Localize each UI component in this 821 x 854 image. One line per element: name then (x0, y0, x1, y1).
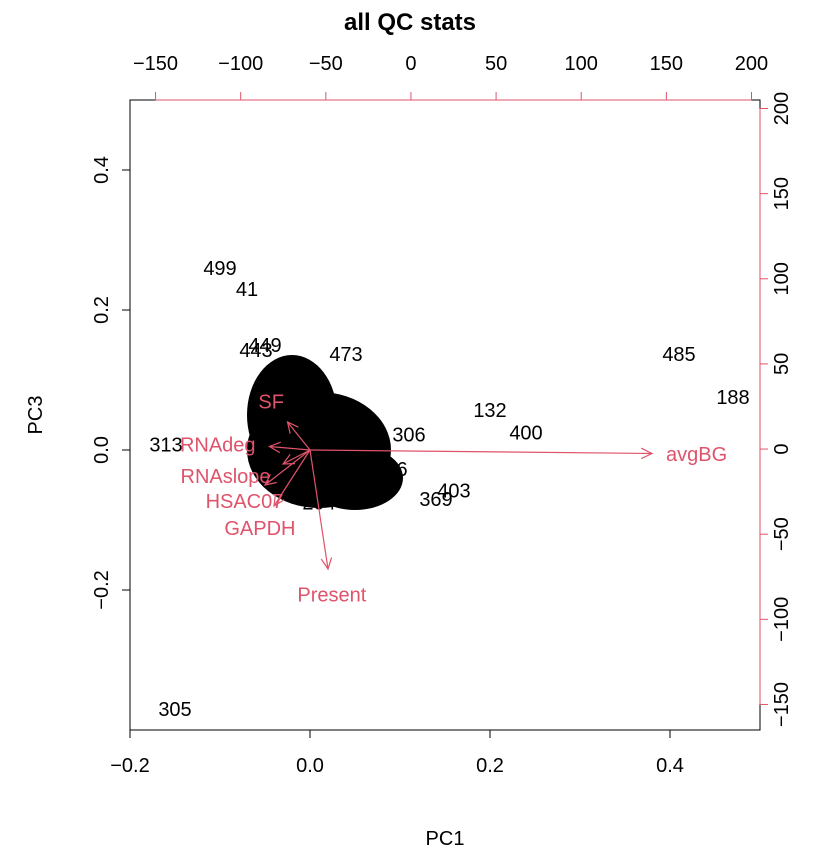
x-axis-top: −150 −100 −50 0 50 100 150 200 (133, 53, 768, 101)
variable-arrow (282, 449, 311, 465)
dense-cloud-upper (247, 355, 337, 475)
secondary-x-tick-label: 50 (485, 53, 507, 75)
y-axis-title: PC3 (25, 396, 47, 435)
observation-label: 369 (419, 489, 452, 511)
dense-cloud-lower (307, 446, 403, 510)
secondary-y-tick-label: 0 (771, 443, 793, 454)
variable-label: HSAC07 (206, 491, 284, 513)
chart-title: all QC stats (344, 9, 476, 36)
secondary-x-tick-label: 200 (735, 53, 768, 75)
secondary-y-tick-label: −100 (771, 597, 793, 642)
observation-label: 246 (374, 459, 407, 481)
observation-label: 204 (302, 493, 335, 515)
observation-label: 449 (248, 335, 281, 357)
y-tick-label: 0.4 (91, 156, 113, 184)
variable-arrowhead (281, 454, 296, 465)
secondary-x-tick-label: 100 (565, 53, 598, 75)
secondary-x-tick-label: −100 (218, 53, 263, 75)
observation-label: 306 (392, 425, 425, 447)
secondary-x-tick-label: 0 (405, 53, 416, 75)
variable-arrow (264, 449, 311, 486)
y-axis-right: −150 −100 −50 0 50 100 150 200 (759, 92, 793, 727)
observation-label: 188 (716, 387, 749, 409)
x-tick-label: −0.2 (110, 755, 149, 777)
observation-label: 305 (158, 699, 191, 721)
secondary-y-tick-label: −150 (771, 682, 793, 727)
variable-label: RNAslope (181, 466, 271, 488)
secondary-x-tick-label: −150 (133, 53, 178, 75)
observation-label: 400 (509, 423, 542, 445)
observation-label: 499 (203, 258, 236, 280)
variable-arrow (269, 445, 311, 451)
observation-label: 473 (329, 344, 362, 366)
secondary-x-tick-label: −50 (309, 53, 343, 75)
variable-arrow (309, 449, 329, 570)
secondary-y-tick-label: 50 (771, 353, 793, 375)
x-tick-label: 0.0 (296, 755, 324, 777)
variable-label: SF (258, 392, 284, 414)
x-tick-label: 0.2 (476, 755, 504, 777)
variable-label: GAPDH (224, 518, 295, 540)
secondary-y-tick-label: 150 (771, 177, 793, 210)
variable-label: avgBG (666, 444, 727, 466)
variable-arrow (309, 449, 653, 455)
secondary-y-tick-label: 100 (771, 262, 793, 295)
variable-arrowhead (263, 473, 277, 486)
observation-label: 41 (236, 279, 258, 301)
variable-arrow (273, 449, 311, 507)
variable-arrows: avgBG Present GAPDH HSAC07 SF RNAslope RNAdeg (180, 392, 727, 607)
x-axis-bottom: −0.2 0.0 0.2 0.4 (110, 729, 684, 777)
secondary-y-tick-label: 200 (771, 92, 793, 125)
variable-arrowhead (320, 557, 333, 571)
observation-label: 403 (437, 481, 470, 503)
y-tick-label: 0.2 (91, 296, 113, 324)
observation-label: 485 (662, 344, 695, 366)
y-axis-left: −0.2 0.0 0.2 0.4 (91, 156, 131, 610)
variable-arrowhead (286, 420, 299, 434)
x-tick-label: 0.4 (656, 755, 684, 777)
variable-arrowhead (268, 441, 281, 454)
secondary-x-tick-label: 150 (650, 53, 683, 75)
y-tick-label: 0.0 (91, 436, 113, 464)
variable-arrowhead (640, 447, 654, 460)
variable-arrowhead (273, 494, 285, 508)
variable-arrow (287, 421, 311, 451)
observation-label: 443 (239, 340, 272, 362)
variable-label: Present (297, 585, 366, 607)
variable-label: RNAdeg (180, 434, 256, 456)
x-axis-title: PC1 (426, 828, 465, 850)
y-tick-label: −0.2 (91, 570, 113, 609)
plot-box (129, 99, 761, 731)
observation-label: 313 (149, 434, 182, 456)
observation-label: 132 (473, 400, 506, 422)
secondary-y-tick-label: −50 (771, 517, 793, 551)
